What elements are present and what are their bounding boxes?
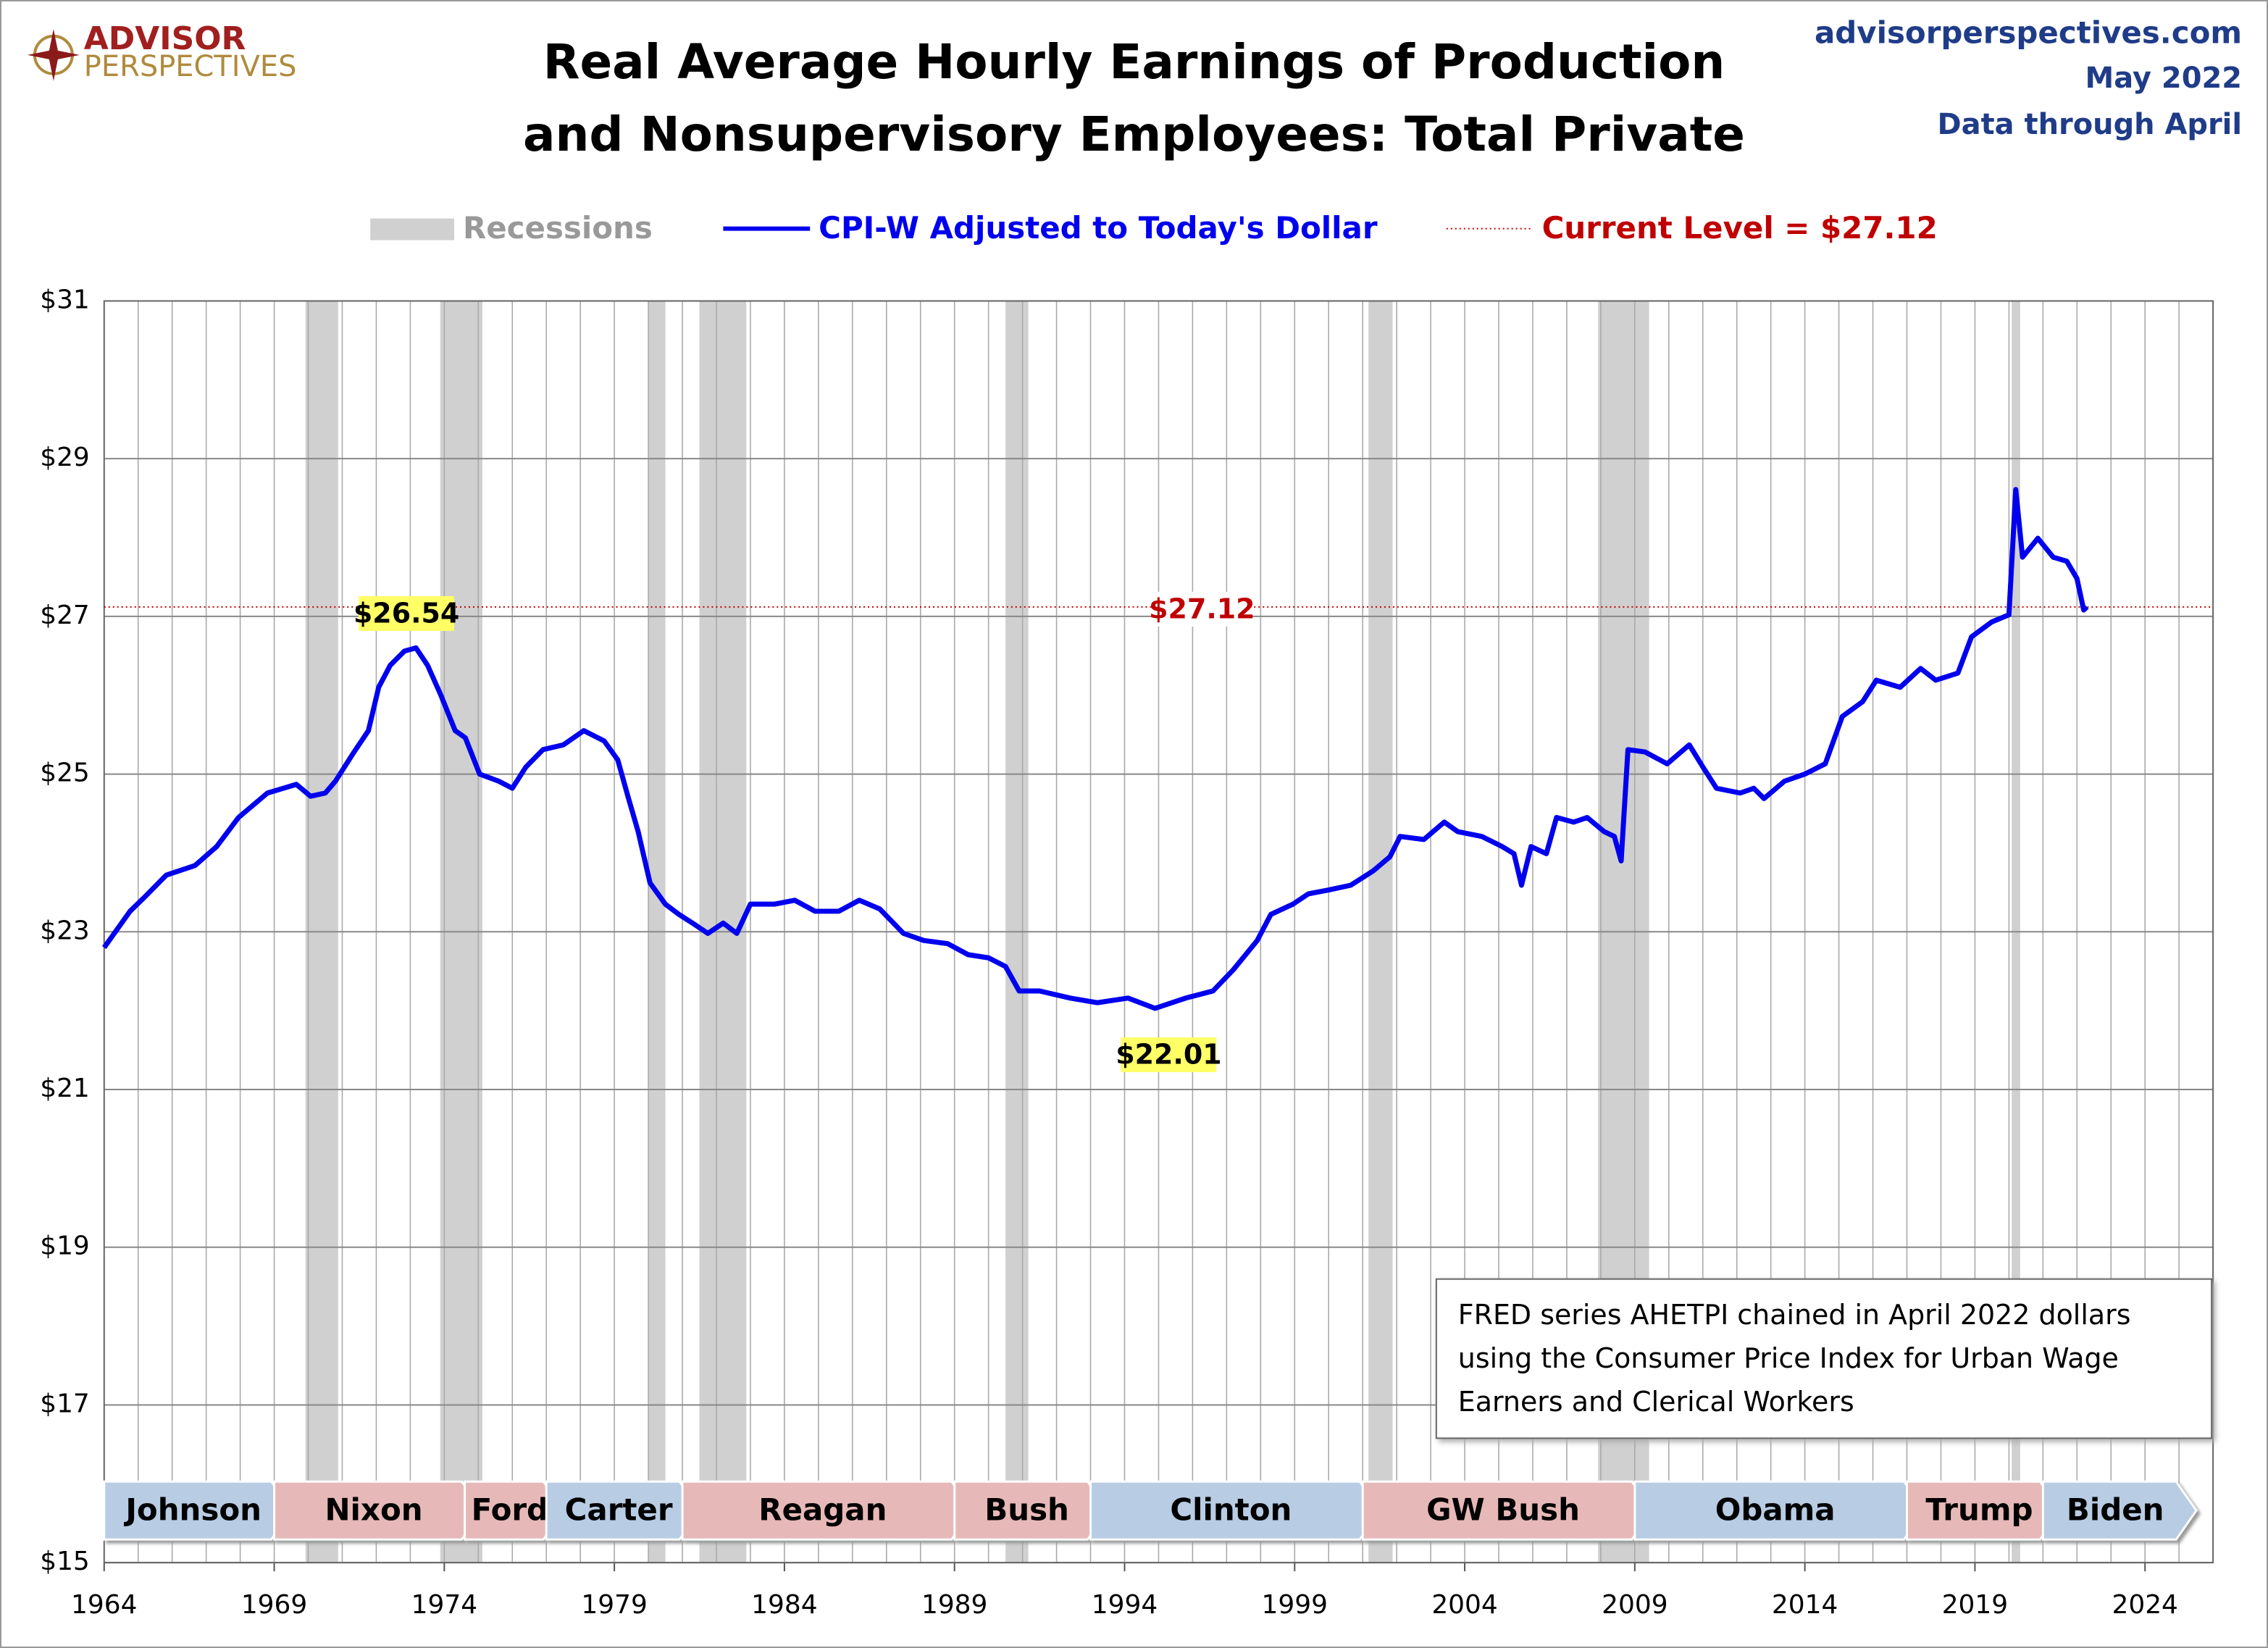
x-tick-label: 1994 (1092, 1590, 1158, 1620)
president-name: GW Bush (1426, 1492, 1580, 1528)
legend-label: Recessions (463, 210, 653, 246)
data-note: Data through April (1937, 108, 2242, 141)
x-tick-label: 2024 (2112, 1590, 2177, 1620)
president-name: Clinton (1170, 1492, 1292, 1528)
logo-icon (27, 28, 80, 81)
logo-bottom: PERSPECTIVES (84, 50, 297, 83)
peak-label: $26.54 (353, 597, 459, 629)
y-tick-label: $27 (40, 601, 90, 630)
x-tick-label: 1974 (411, 1590, 477, 1620)
plot-border (103, 300, 2214, 1564)
peak-label-bg (359, 595, 454, 631)
x-tick-label: 1999 (1262, 1590, 1328, 1620)
x-tick-label: 2019 (1942, 1590, 2008, 1620)
president-name: Nixon (325, 1492, 422, 1528)
chart-title: Real Average Hourly Earnings of Producti… (543, 34, 1725, 90)
current-label: $27.12 (1149, 593, 1255, 624)
president-name: Obama (1715, 1492, 1836, 1528)
x-tick-label: 1964 (71, 1590, 137, 1620)
note-line: Earners and Clerical Workers (1458, 1386, 1854, 1418)
x-tick-label: 1969 (241, 1590, 307, 1620)
current-label-bg (1154, 591, 1250, 627)
legend-label: Current Level = $27.12 (1542, 210, 1938, 246)
note-line: using the Consumer Price Index for Urban… (1458, 1342, 2119, 1374)
logo-top: ADVISOR (84, 20, 246, 57)
y-tick-label: $23 (40, 916, 90, 945)
y-tick-label: $29 (40, 443, 90, 472)
president-name: Johnson (123, 1492, 261, 1528)
data-line (101, 487, 2089, 1011)
trough-label-bg (1121, 1037, 1217, 1073)
x-tick-label: 1984 (751, 1590, 817, 1620)
y-tick-label: $25 (40, 758, 90, 788)
president-name: Biden (2067, 1492, 2164, 1528)
note-box (1435, 1278, 2213, 1439)
date: May 2022 (2085, 62, 2243, 95)
chart-title: and Nonsupervisory Employees: Total Priv… (523, 106, 1745, 162)
president-name: Carter (565, 1492, 673, 1528)
president-name: Trump (1925, 1492, 2033, 1528)
note-line: FRED series AHETPI chained in April 2022… (1458, 1299, 2131, 1331)
y-tick-label: $21 (40, 1074, 90, 1103)
x-tick-label: 2004 (1431, 1590, 1497, 1620)
x-tick-label: 1979 (581, 1590, 647, 1620)
president-name: Bush (984, 1492, 1069, 1528)
president-name: Reagan (758, 1492, 887, 1528)
legend-recession-swatch (370, 218, 454, 240)
y-tick-label: $19 (40, 1231, 90, 1261)
x-tick-label: 2009 (1602, 1590, 1667, 1620)
y-tick-label: $15 (40, 1547, 90, 1576)
legend-label: CPI-W Adjusted to Today's Dollar (819, 210, 1378, 246)
x-tick-label: 2014 (1772, 1590, 1838, 1620)
y-tick-label: $31 (40, 285, 90, 314)
president-name: Ford (472, 1492, 548, 1528)
site: advisorperspectives.com (1815, 14, 2242, 50)
y-tick-label: $17 (40, 1389, 90, 1418)
trough-label: $22.01 (1116, 1039, 1221, 1071)
x-tick-label: 1989 (921, 1590, 987, 1620)
president-term (2041, 1480, 2198, 1541)
